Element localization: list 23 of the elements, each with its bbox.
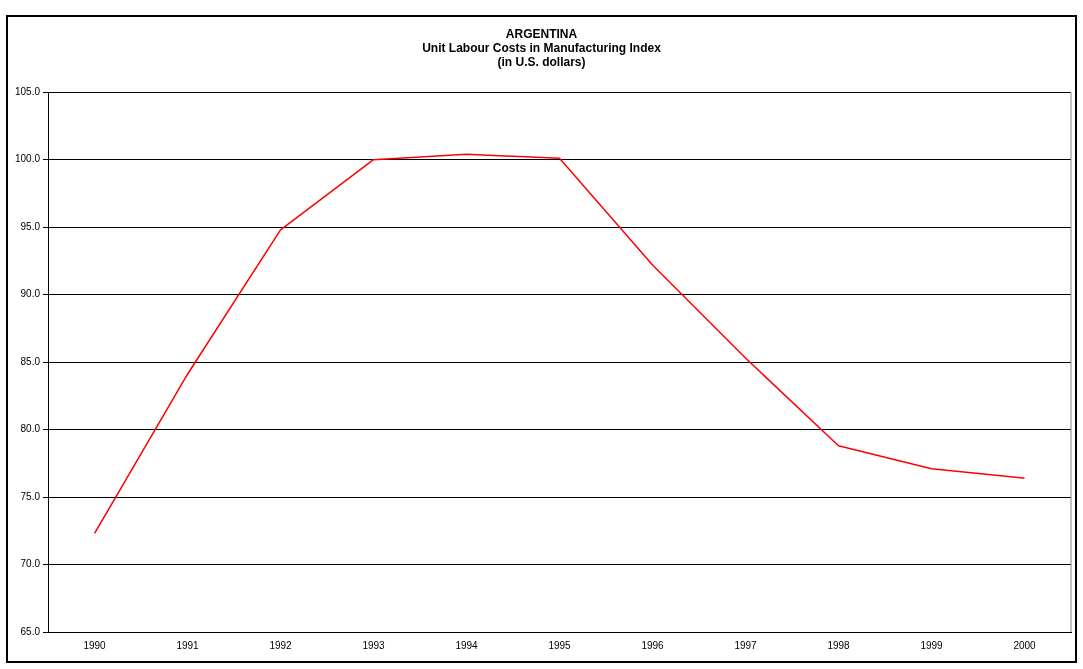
y-tick-label: 85.0 [20, 355, 41, 367]
x-tick-label: 1991 [176, 639, 200, 651]
x-tick-label: 1995 [548, 639, 572, 651]
text: Unit Labour Costs in Manufacturing Index [422, 40, 661, 55]
y-tick-label: 65.0 [20, 625, 41, 637]
y-tick-label: 75.0 [20, 490, 41, 502]
x-tick-label: 1997 [734, 639, 758, 651]
x-tick-label: 1998 [827, 639, 851, 651]
x-tick-label: 1993 [362, 639, 386, 651]
y-tick-label: 70.0 [20, 558, 41, 570]
y-tick-label: 100.0 [14, 153, 41, 165]
x-tick-label: 1994 [455, 639, 479, 651]
x-tick-label: 2000 [1013, 639, 1037, 651]
y-tick-label: 80.0 [20, 423, 41, 435]
text: ARGENTINA [505, 26, 578, 41]
text: (in U.S. dollars) [497, 55, 586, 70]
y-tick-label: 95.0 [20, 220, 41, 232]
x-tick-label: 1990 [83, 639, 107, 651]
x-tick-label: 1999 [920, 639, 944, 651]
y-tick-label: 105.0 [14, 85, 41, 97]
y-tick-label: 90.0 [20, 288, 41, 300]
x-tick-label: 1996 [641, 639, 665, 651]
x-tick-label: 1992 [269, 639, 293, 651]
